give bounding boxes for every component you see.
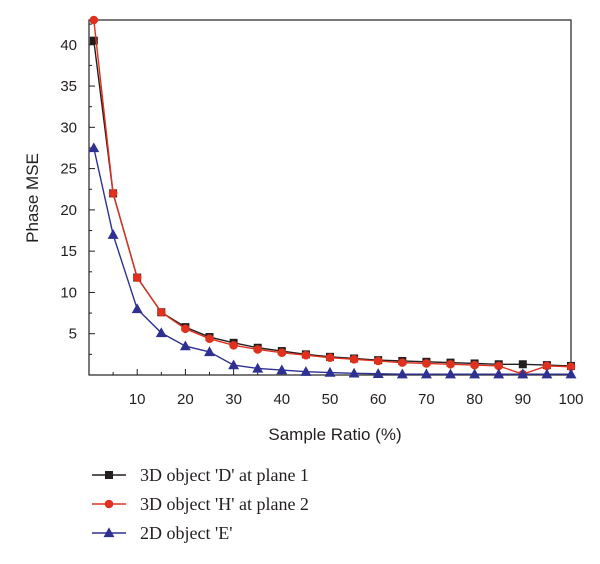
x-tick-label: 100 [558, 391, 583, 408]
y-tick-label: 10 [60, 284, 77, 301]
data-point [565, 368, 577, 379]
legend-item-2: 3D object 'H' at plane 2 [92, 494, 309, 514]
data-point [228, 359, 240, 370]
data-point [88, 142, 100, 153]
data-point [252, 362, 264, 373]
series-line [93, 147, 571, 375]
y-tick-label: 35 [60, 78, 77, 95]
legend-item-3: 2D object 'E' [92, 523, 232, 543]
data-point [89, 36, 98, 45]
legend-marker [103, 527, 115, 538]
y-tick-label: 25 [60, 161, 77, 178]
data-point [517, 368, 529, 379]
y-tick-label: 5 [69, 326, 77, 343]
data-point [422, 359, 431, 368]
data-point [204, 346, 215, 357]
y-tick-label: 30 [60, 119, 77, 136]
legend-label: 3D object 'D' at plane 1 [140, 465, 309, 485]
plot-frame [88, 19, 572, 376]
y-tick-label: 15 [60, 243, 77, 260]
data-point [398, 358, 407, 367]
x-tick-label: 60 [370, 391, 387, 408]
x-tick-label: 10 [129, 391, 146, 408]
legend: 3D object 'D' at plane 1 3D object 'H' at… [92, 465, 309, 543]
data-point [277, 348, 287, 358]
legend-marker [104, 499, 114, 509]
data-point [445, 368, 456, 379]
series-line [93, 40, 572, 367]
x-axis-title: Sample Ratio (%) [268, 425, 401, 444]
x-tick-label: 90 [514, 391, 531, 408]
data-point [300, 366, 312, 376]
legend-label: 3D object 'H' at plane 2 [140, 494, 309, 514]
data-point [107, 229, 119, 239]
data-point [372, 368, 384, 378]
legend-marker [105, 471, 113, 479]
data-point [518, 360, 527, 369]
data-point [131, 303, 143, 314]
data-point [181, 324, 190, 334]
data-point [89, 15, 99, 25]
series-1 [89, 36, 575, 370]
data-point [373, 356, 383, 366]
data-point [420, 368, 432, 379]
y-tick-label: 40 [60, 37, 77, 54]
data-point [179, 340, 191, 351]
y-tick-label: 20 [60, 202, 77, 219]
data-point [205, 334, 214, 343]
data-point [470, 360, 479, 370]
x-tick-label: 50 [322, 391, 339, 408]
series-line [93, 19, 572, 375]
series-layer [88, 15, 577, 379]
x-tick-label: 40 [273, 391, 290, 408]
data-point [348, 367, 360, 378]
data-point [396, 368, 408, 379]
x-tick-label: 30 [225, 391, 242, 408]
axes: 10 20 30 40 50 60 70 80 90 100 5 10 15 20 25 30 35 40 [60, 19, 584, 408]
data-point [493, 368, 505, 379]
x-tick-label: 70 [418, 391, 435, 408]
x-tick-label: 20 [177, 391, 194, 408]
data-point [349, 355, 359, 364]
legend-label: 2D object 'E' [140, 523, 232, 543]
y-axis-title: Phase MSE [23, 153, 42, 243]
data-point [108, 189, 118, 198]
data-point [157, 307, 166, 317]
data-point [446, 359, 455, 369]
data-point [301, 350, 311, 360]
data-point [253, 345, 263, 354]
x-tick-label: 80 [466, 391, 483, 408]
data-point [155, 327, 167, 338]
legend-item-1: 3D object 'D' at plane 1 [92, 465, 309, 485]
series-3 [88, 142, 577, 379]
data-point [541, 368, 553, 379]
data-point [325, 353, 335, 362]
data-point [469, 368, 481, 379]
data-point [276, 364, 288, 375]
series-2 [89, 15, 576, 379]
data-point [132, 273, 142, 282]
data-point [324, 366, 336, 377]
data-point [229, 340, 238, 350]
